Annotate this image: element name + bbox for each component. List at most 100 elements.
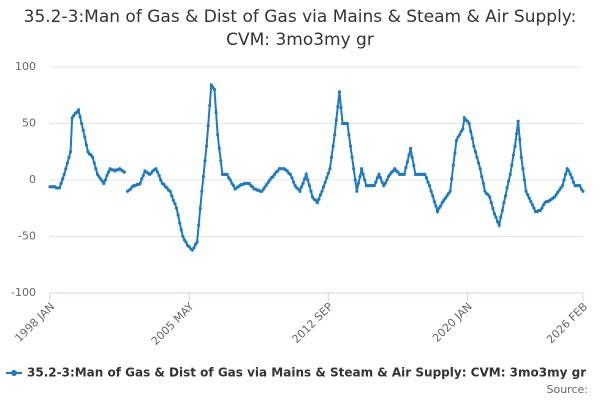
point	[453, 151, 457, 155]
point	[454, 138, 459, 143]
point	[171, 198, 175, 202]
point	[355, 189, 359, 193]
point	[459, 129, 463, 134]
point	[250, 185, 255, 189]
point	[374, 180, 378, 184]
point	[559, 186, 563, 190]
point	[386, 175, 391, 179]
point	[59, 181, 63, 185]
point	[514, 132, 519, 136]
point	[140, 177, 144, 181]
point	[331, 144, 335, 148]
point	[554, 193, 558, 197]
point	[458, 133, 462, 137]
point	[495, 220, 500, 224]
point	[214, 110, 218, 114]
point	[388, 172, 392, 176]
point	[540, 206, 544, 210]
point	[155, 170, 160, 174]
point	[317, 197, 321, 201]
point	[197, 223, 201, 227]
point	[409, 146, 413, 150]
point	[299, 185, 304, 189]
point	[541, 203, 546, 207]
point	[358, 175, 362, 179]
point	[492, 212, 497, 216]
point	[440, 201, 444, 205]
point	[522, 178, 527, 182]
point	[192, 246, 196, 250]
point	[301, 181, 305, 185]
x-tick-label: 2020 JAN	[430, 300, 475, 345]
point	[290, 176, 294, 180]
point	[76, 108, 81, 112]
point	[375, 176, 379, 180]
point	[393, 167, 397, 171]
point	[208, 103, 212, 108]
point	[488, 195, 492, 199]
point	[446, 191, 451, 196]
point	[75, 110, 79, 114]
point	[339, 106, 343, 110]
point	[437, 206, 441, 210]
point	[181, 234, 185, 239]
point	[568, 172, 572, 176]
point	[326, 171, 330, 175]
point	[168, 189, 172, 193]
y-tick-label: 100	[15, 60, 36, 73]
point	[521, 167, 525, 171]
chart-title: 35.2-3:Man of Gas & Dist of Gas via Main…	[23, 7, 577, 50]
point	[465, 119, 470, 123]
point	[62, 172, 66, 176]
point	[89, 153, 93, 157]
point	[352, 167, 356, 171]
point	[505, 186, 509, 190]
point	[473, 150, 478, 154]
point	[203, 159, 207, 163]
x-tick-label: 2012 SEP	[290, 300, 336, 346]
point	[211, 85, 215, 89]
point	[513, 144, 517, 148]
x-tick-label: 2005 MAY	[149, 300, 197, 348]
point	[359, 167, 364, 171]
point	[571, 180, 576, 184]
point	[105, 173, 109, 178]
y-tick-label: -100	[11, 286, 36, 299]
point	[225, 172, 229, 176]
point	[478, 167, 482, 171]
point	[385, 178, 389, 182]
point	[410, 155, 414, 159]
point	[310, 195, 315, 199]
point	[92, 161, 96, 165]
x-tick-label: 1998 JAN	[12, 300, 57, 345]
point	[315, 201, 319, 205]
point	[507, 179, 511, 183]
point	[228, 178, 232, 182]
point	[431, 194, 435, 198]
point	[212, 88, 217, 92]
point	[564, 172, 568, 176]
point	[57, 186, 62, 190]
point	[565, 167, 569, 171]
point	[154, 167, 158, 171]
point	[100, 179, 104, 183]
point	[527, 196, 531, 200]
point	[322, 185, 326, 189]
point	[263, 185, 267, 189]
point	[481, 181, 485, 185]
point	[462, 116, 466, 120]
point	[443, 196, 448, 200]
point	[304, 172, 308, 176]
point	[497, 223, 501, 227]
point	[129, 187, 133, 191]
point	[579, 187, 584, 191]
point	[323, 180, 327, 184]
title-box: 35.2-3:Man of Gas & Dist of Gas via Main…	[23, 7, 577, 50]
y-tick-label: 50	[22, 117, 36, 130]
point	[435, 210, 440, 214]
point	[182, 238, 187, 242]
point	[529, 199, 533, 204]
point	[526, 193, 530, 197]
point	[532, 206, 536, 210]
point	[508, 172, 512, 176]
